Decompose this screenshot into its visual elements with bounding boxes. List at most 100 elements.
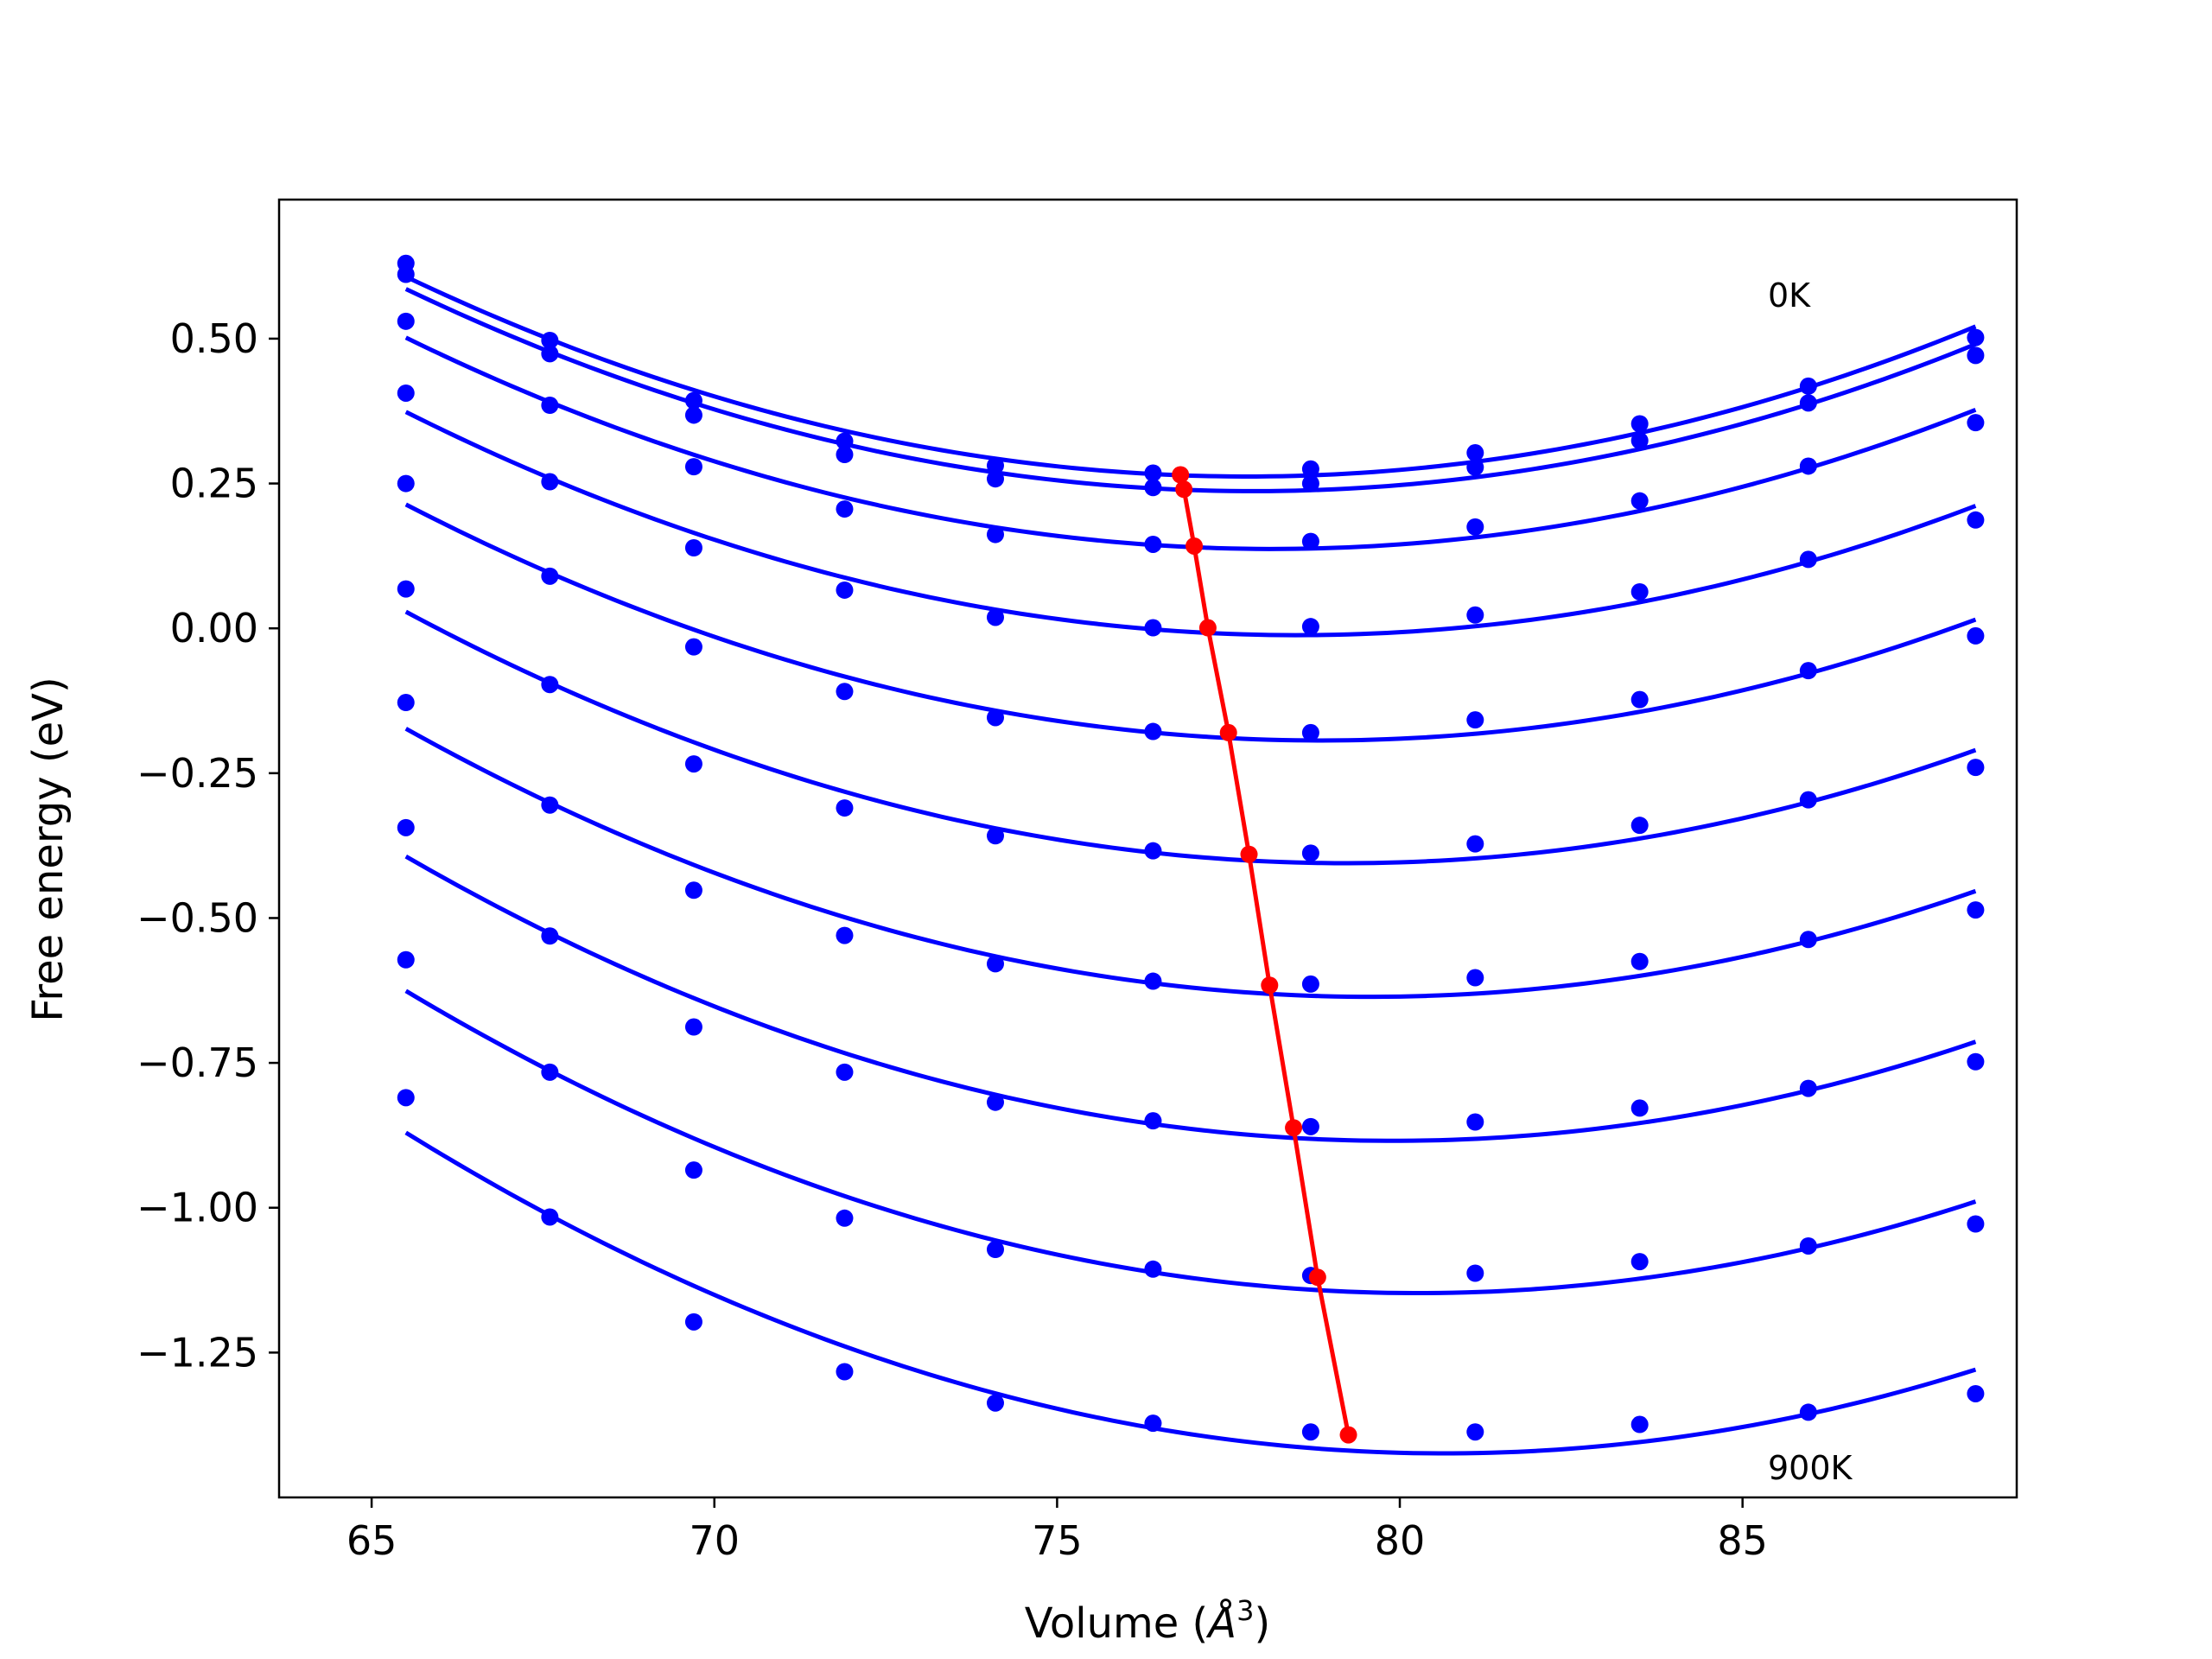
data-point-s0-9 [1799, 377, 1817, 395]
minima-point-0 [1172, 466, 1190, 484]
data-point-s4-0 [397, 474, 415, 493]
data-point-s8-4 [986, 1241, 1004, 1259]
x-axis: 65 70 75 80 85 [346, 1497, 1768, 1564]
data-point-s9-1 [541, 1208, 559, 1226]
y-tick-label: 0.50 [170, 315, 258, 362]
y-axis-label: Free energy (eV) [24, 677, 73, 1021]
data-point-s3-10 [1967, 511, 1985, 529]
data-point-s2-5 [1144, 535, 1162, 553]
data-point-s5-3 [836, 799, 854, 817]
data-point-s2-7 [1466, 518, 1484, 536]
data-point-s5-6 [1301, 844, 1319, 862]
data-point-s0-10 [1967, 328, 1985, 346]
x-tick-label: 70 [689, 1517, 740, 1564]
data-point-s1-9 [1799, 394, 1817, 412]
data-point-s3-2 [684, 538, 702, 556]
axes-frame [277, 198, 2018, 1499]
data-point-s2-6 [1301, 532, 1319, 550]
data-point-s2-9 [1799, 457, 1817, 475]
data-point-s6-5 [1144, 972, 1162, 990]
data-point-s4-5 [1144, 722, 1162, 741]
data-point-s6-7 [1466, 969, 1484, 987]
data-point-s3-9 [1799, 550, 1817, 569]
series-line-5 [404, 609, 1977, 866]
data-point-s1-10 [1967, 346, 1985, 365]
data-point-s2-8 [1630, 492, 1649, 510]
annotation-0k: 0K [1768, 276, 1811, 315]
x-tick-label: 75 [1032, 1517, 1083, 1564]
data-point-s1-3 [836, 446, 854, 464]
data-point-s5-4 [986, 827, 1004, 845]
series-line-4 [404, 502, 1977, 743]
y-tick-label: −0.50 [137, 894, 258, 941]
data-point-s8-0 [397, 950, 415, 969]
data-point-s6-3 [836, 926, 854, 944]
data-point-s3-4 [986, 608, 1004, 626]
data-point-s3-8 [1630, 582, 1649, 601]
data-point-s7-0 [397, 818, 415, 836]
data-point-s7-9 [1799, 1079, 1817, 1097]
data-point-s8-8 [1630, 1253, 1649, 1271]
data-point-s6-0 [397, 694, 415, 712]
data-point-s4-2 [684, 638, 702, 656]
data-point-s1-4 [986, 470, 1004, 488]
data-point-s4-10 [1967, 626, 1985, 645]
data-point-s6-4 [986, 955, 1004, 973]
data-point-s6-2 [684, 881, 702, 899]
data-point-s4-1 [541, 567, 559, 585]
data-point-s5-1 [541, 676, 559, 694]
series-line-8 [404, 988, 1977, 1296]
data-point-s7-6 [1301, 1117, 1319, 1135]
data-point-s5-2 [684, 755, 702, 773]
data-point-s7-4 [986, 1093, 1004, 1111]
series-line-0 [404, 274, 1977, 479]
y-tick-label: −1.25 [137, 1329, 258, 1376]
data-point-s1-0 [397, 265, 415, 283]
x-tick-label: 65 [346, 1517, 397, 1564]
data-point-s1-8 [1630, 431, 1649, 449]
minima-point-4 [1219, 723, 1237, 741]
minima-point-6 [1261, 976, 1279, 995]
minima-point-9 [1339, 1426, 1357, 1444]
data-point-s9-3 [836, 1363, 854, 1381]
data-point-s9-2 [684, 1313, 702, 1331]
data-point-s4-7 [1466, 711, 1484, 729]
data-point-s1-2 [684, 406, 702, 424]
data-point-s8-10 [1967, 1215, 1985, 1233]
data-point-s3-7 [1466, 606, 1484, 624]
x-axis-label: Volume (Å3) [1025, 1594, 1270, 1648]
data-point-s0-6 [1301, 460, 1319, 478]
minima-point-5 [1240, 845, 1258, 863]
data-point-s6-10 [1967, 901, 1985, 919]
data-point-s3-3 [836, 581, 854, 599]
data-point-s8-3 [836, 1209, 854, 1227]
data-point-s9-10 [1967, 1384, 1985, 1402]
x-axis-label-suffix: ) [1254, 1599, 1270, 1648]
annotation-900k: 900K [1768, 1449, 1853, 1487]
series-line-7 [404, 855, 1977, 1143]
minima-line [1178, 474, 1351, 1436]
data-point-s4-9 [1799, 662, 1817, 680]
y-tick-label: 0.25 [170, 461, 258, 507]
data-point-s1-6 [1301, 474, 1319, 493]
y-tick-label: −1.00 [137, 1185, 258, 1231]
data-point-s4-3 [836, 683, 854, 701]
data-point-s7-5 [1144, 1112, 1162, 1130]
y-tick-label: −0.75 [137, 1039, 258, 1086]
data-point-s8-9 [1799, 1236, 1817, 1255]
data-point-s0-1 [541, 331, 559, 349]
data-point-s1-7 [1466, 458, 1484, 476]
y-axis: 0.50 0.25 0.00 −0.25 −0.50 −0.75 −1.00 −1.25 [137, 315, 279, 1376]
data-point-s9-4 [986, 1394, 1004, 1412]
data-point-s6-9 [1799, 931, 1817, 949]
data-point-s6-6 [1301, 975, 1319, 993]
data-point-s9-9 [1799, 1403, 1817, 1421]
data-point-s2-10 [1967, 414, 1985, 432]
data-point-s7-1 [541, 927, 559, 945]
plot-area [397, 254, 1985, 1456]
data-point-s3-6 [1301, 618, 1319, 636]
data-point-s2-1 [541, 397, 559, 415]
data-point-s8-2 [684, 1161, 702, 1179]
data-point-s5-5 [1144, 842, 1162, 860]
